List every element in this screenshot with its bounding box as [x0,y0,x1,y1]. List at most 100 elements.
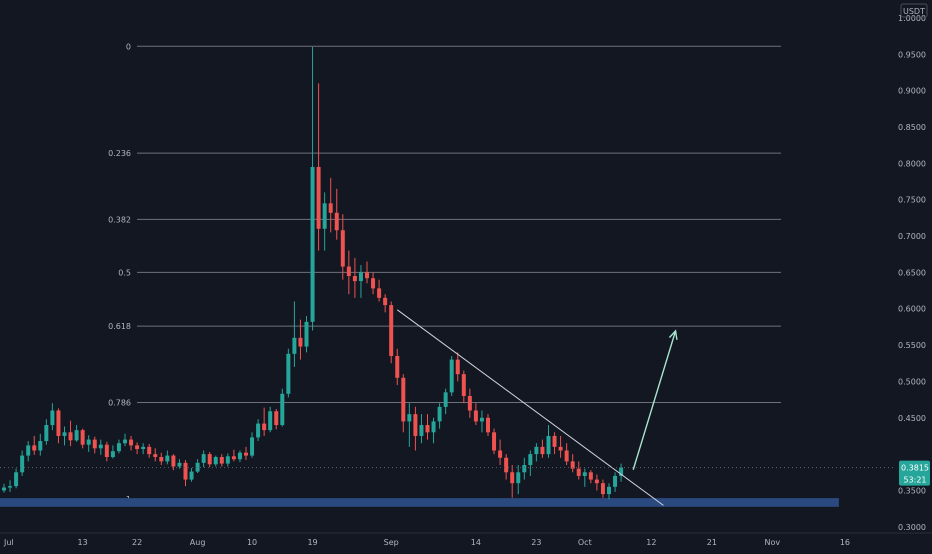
candle-body [443,392,448,407]
candle-body [116,443,121,452]
candle-body [201,454,206,463]
candle-body [365,272,369,279]
candle-body [219,457,224,464]
candle-body [50,410,55,426]
candle-body [594,479,599,484]
time-tick-label: 16 [840,538,850,547]
candle-body [86,439,91,445]
candle-body [62,432,67,436]
candle-body [213,457,218,465]
candle-body [564,450,569,462]
candle-body [256,423,261,438]
candle-body [129,439,134,446]
candle-body [534,446,539,455]
candle-body [467,395,472,411]
time-tick-label: 21 [707,538,717,547]
candle-body [310,166,315,322]
fib-level-label: 0.5 [118,268,131,277]
time-tick-label: Sep [384,538,399,547]
fib-level-label: 0 [126,42,131,51]
candle-body [522,465,527,473]
support-zone[interactable] [0,498,839,507]
candle-body [304,321,309,347]
time-axis-ticks[interactable]: Jul 13 22 Aug 10 19 Sep 14 23 Oct 12 21 Nov 16 [3,538,850,547]
candle-body [413,414,418,436]
candle-body [600,483,605,495]
candle-body [407,414,412,422]
drawings-group[interactable] [396,309,678,506]
candle-body [26,445,31,456]
descending-trendline[interactable] [396,309,664,506]
candle-body [177,462,182,467]
time-tick-label: Aug [190,538,206,547]
candle-body [8,486,13,488]
bar-countdown: 53:21 [903,476,926,485]
candle-body [322,203,327,229]
candle-body [207,454,212,465]
candle-body [558,446,563,451]
price-tick-label: 0.3500 [898,486,926,495]
price-tick-label: 0.7500 [898,196,926,205]
candle-body [510,472,515,484]
candle-body [147,446,152,455]
candle-body [316,166,321,229]
time-tick-label: 12 [646,538,656,547]
time-tick-label: 22 [132,538,142,547]
candle-body [437,406,442,422]
candle-body [492,432,497,451]
candle-body [231,456,236,460]
candle-body [32,445,37,451]
candle-body [274,411,279,426]
candle-body [80,430,85,445]
candle-body [613,475,618,487]
candle-body [546,435,551,455]
candle-body [358,272,363,282]
candle-body [110,451,115,458]
candle-body [189,471,194,480]
candle-body [498,450,503,458]
fib-level-label: 0.236 [108,149,131,158]
candle-body [340,230,345,267]
candle-body [244,452,248,456]
candle-body [389,305,394,356]
candle-body [528,454,533,466]
time-tick-label: Jul [3,538,14,547]
candle-body [619,467,624,476]
projection-arrow-head[interactable] [668,329,678,340]
candle-body [461,374,466,396]
candle-body [540,446,545,455]
candle-body [473,410,478,422]
support-zone-group[interactable] [0,498,839,507]
candle-body [292,337,297,354]
currency-badge[interactable] [900,3,928,18]
candle-body [74,430,79,441]
candle-body [280,393,285,426]
candle-body [334,212,339,231]
price-axis[interactable] [894,0,932,550]
last-price-label: 0.3815 53:21 [899,460,930,486]
time-tick-label: 19 [307,538,317,547]
candle-body [588,472,593,480]
last-price-value: 0.3815 [901,464,929,473]
price-tick-label: 0.3000 [898,523,926,532]
candle-body [225,456,230,464]
candle-body [371,278,376,289]
last-price-box [899,460,930,486]
time-tick-label: 10 [247,538,257,547]
candle-body [14,472,19,487]
candle-body [44,425,49,442]
candle-body [286,353,291,394]
fib-level-label: 0.382 [108,215,131,224]
projection-arrow-line[interactable] [632,330,677,470]
candle-body [123,439,127,444]
candle-body [195,462,200,472]
fib-level-label: 0.786 [108,399,131,408]
candle-body [431,421,436,433]
candle-body [504,457,509,473]
candle-body [582,472,587,476]
time-tick-label: 23 [531,538,541,547]
candle-body [479,417,484,422]
candle-body [153,454,158,458]
